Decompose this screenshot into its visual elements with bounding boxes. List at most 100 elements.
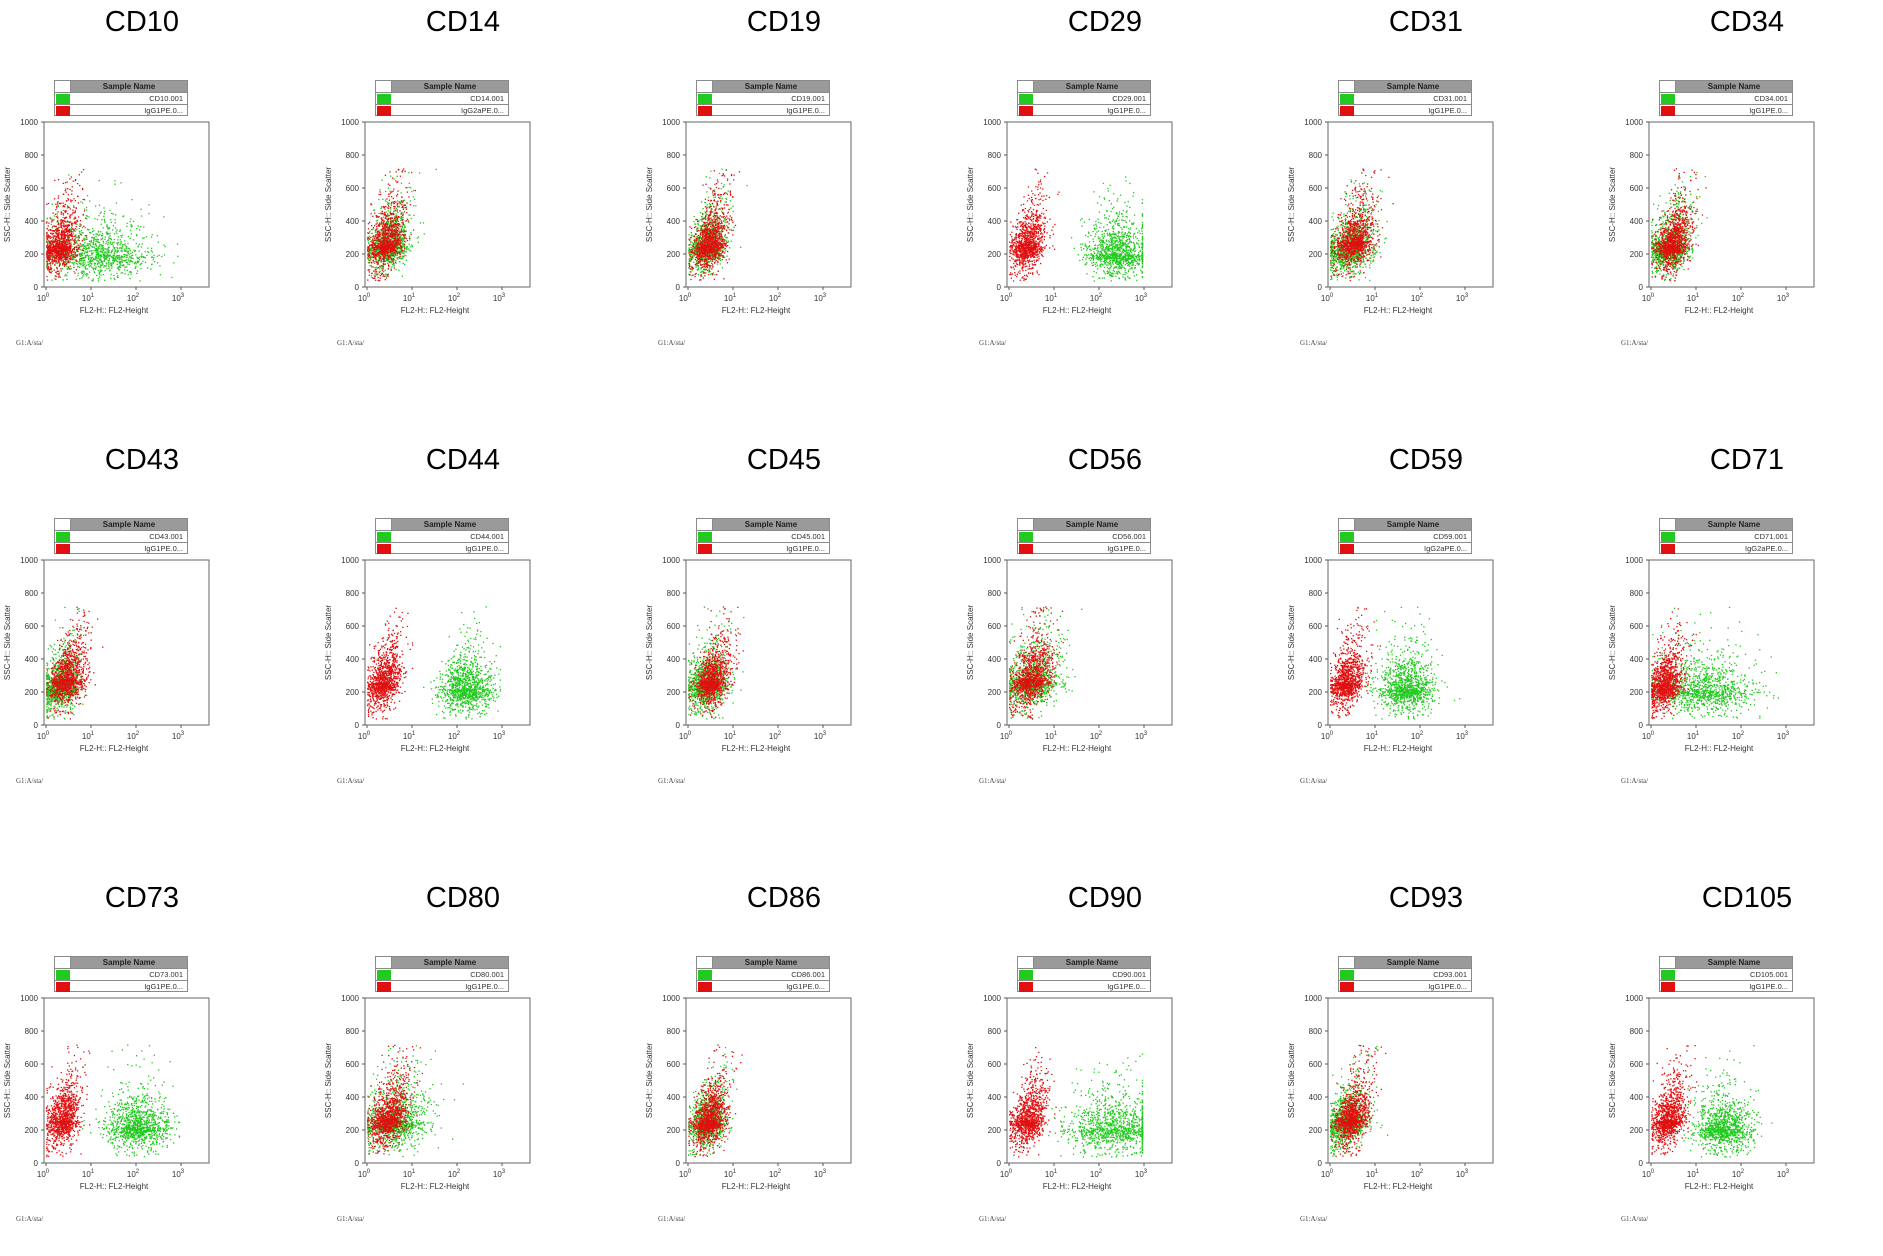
data-point bbox=[77, 249, 78, 250]
data-point bbox=[86, 265, 87, 266]
data-point bbox=[71, 255, 72, 256]
data-point bbox=[401, 201, 402, 202]
data-point bbox=[67, 181, 68, 182]
data-point bbox=[90, 245, 91, 246]
data-point bbox=[71, 233, 72, 234]
data-point bbox=[394, 265, 395, 266]
data-point bbox=[708, 197, 709, 198]
data-point bbox=[85, 235, 86, 236]
data-point bbox=[396, 213, 397, 214]
data-point bbox=[58, 206, 59, 207]
data-point bbox=[405, 171, 406, 172]
data-point bbox=[76, 240, 77, 241]
data-point bbox=[127, 270, 128, 271]
data-point bbox=[408, 220, 409, 221]
data-point bbox=[51, 241, 52, 242]
data-point bbox=[50, 217, 51, 218]
data-point bbox=[47, 261, 48, 262]
data-point bbox=[106, 263, 107, 264]
data-point bbox=[58, 262, 59, 263]
data-point bbox=[402, 219, 403, 220]
data-point bbox=[48, 236, 49, 237]
data-point bbox=[80, 263, 81, 264]
data-point bbox=[413, 196, 414, 197]
data-point bbox=[98, 247, 99, 248]
data-point bbox=[374, 245, 375, 246]
data-point bbox=[379, 194, 380, 195]
data-point bbox=[370, 248, 371, 249]
data-point bbox=[53, 238, 54, 239]
data-point bbox=[48, 223, 49, 224]
data-point bbox=[47, 263, 48, 264]
data-point bbox=[383, 268, 384, 269]
data-point bbox=[56, 245, 57, 246]
data-point bbox=[371, 229, 372, 230]
data-point bbox=[47, 252, 48, 253]
data-point bbox=[57, 204, 58, 205]
data-point bbox=[65, 228, 66, 229]
data-point bbox=[394, 220, 395, 221]
data-point bbox=[65, 241, 66, 242]
data-point bbox=[94, 250, 95, 251]
data-point bbox=[69, 268, 70, 269]
data-point bbox=[389, 227, 390, 228]
data-point bbox=[89, 261, 90, 262]
data-point bbox=[721, 188, 722, 189]
data-point bbox=[62, 228, 63, 229]
data-point bbox=[83, 226, 84, 227]
data-point bbox=[393, 211, 394, 212]
data-point bbox=[66, 275, 67, 276]
data-point bbox=[145, 262, 146, 263]
data-point bbox=[385, 175, 386, 176]
data-point bbox=[378, 263, 379, 264]
data-point bbox=[59, 253, 60, 254]
data-point bbox=[123, 265, 124, 266]
data-point bbox=[373, 236, 374, 237]
data-point bbox=[104, 220, 105, 221]
data-point bbox=[402, 253, 403, 254]
data-point bbox=[393, 226, 394, 227]
data-point bbox=[120, 235, 121, 236]
data-point bbox=[414, 199, 415, 200]
data-point bbox=[84, 260, 85, 261]
data-point bbox=[383, 217, 384, 218]
data-point bbox=[706, 191, 707, 192]
data-point bbox=[116, 243, 117, 244]
data-point bbox=[378, 213, 379, 214]
data-point bbox=[399, 258, 400, 259]
data-point bbox=[91, 261, 92, 262]
data-point bbox=[375, 240, 376, 241]
data-point bbox=[393, 253, 394, 254]
data-point bbox=[62, 253, 63, 254]
data-point bbox=[401, 212, 402, 213]
data-point bbox=[376, 234, 377, 235]
data-point bbox=[75, 212, 76, 213]
data-point bbox=[52, 233, 53, 234]
data-point bbox=[105, 270, 106, 271]
data-point bbox=[393, 201, 394, 202]
data-point bbox=[379, 248, 380, 249]
data-point bbox=[394, 216, 395, 217]
data-point bbox=[140, 226, 141, 227]
data-point bbox=[57, 211, 58, 212]
data-point bbox=[732, 206, 733, 207]
data-point bbox=[401, 230, 402, 231]
data-point bbox=[129, 248, 130, 249]
data-point bbox=[376, 224, 377, 225]
data-point bbox=[396, 216, 397, 217]
data-point bbox=[392, 221, 393, 222]
data-point bbox=[151, 257, 152, 258]
data-point bbox=[689, 248, 690, 249]
data-point bbox=[67, 242, 68, 243]
y-tick-label: 400 bbox=[346, 217, 360, 226]
data-point bbox=[55, 250, 56, 251]
data-point bbox=[117, 244, 118, 245]
data-point bbox=[115, 219, 116, 220]
data-point bbox=[53, 219, 54, 220]
data-point bbox=[382, 267, 383, 268]
data-point bbox=[55, 237, 56, 238]
data-point bbox=[52, 230, 53, 231]
data-point bbox=[55, 241, 56, 242]
data-point bbox=[70, 201, 71, 202]
data-point bbox=[58, 257, 59, 258]
